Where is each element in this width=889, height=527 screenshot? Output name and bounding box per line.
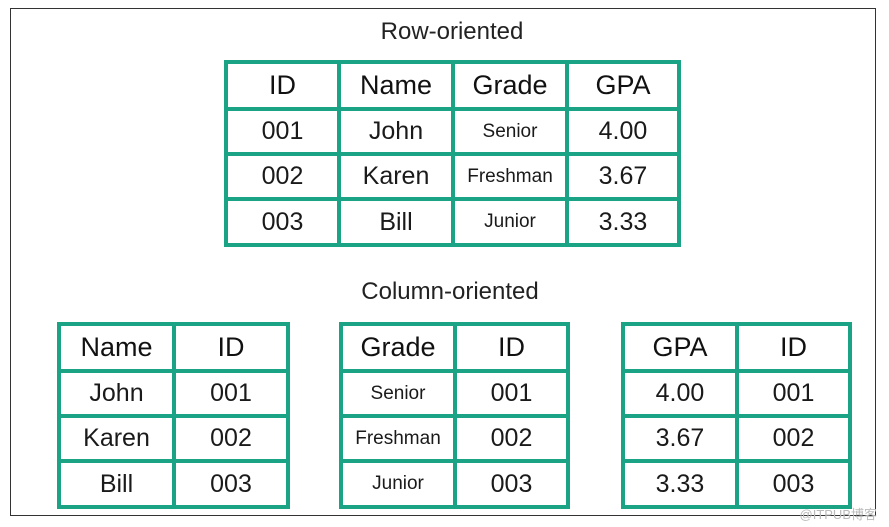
column-oriented-title: Column-oriented bbox=[361, 278, 539, 305]
table-cell: John bbox=[61, 373, 176, 418]
table-cell: 002 bbox=[176, 418, 286, 463]
table-cell: 3.33 bbox=[598, 207, 648, 236]
header-cell: GPA bbox=[569, 64, 677, 111]
table-cell: 4.00 bbox=[569, 111, 677, 156]
header-cell: Name bbox=[61, 326, 176, 373]
header-cell: ID bbox=[228, 64, 341, 111]
table-cell: Freshman bbox=[343, 418, 457, 463]
table-cell: 001 bbox=[176, 373, 286, 418]
table-cell: 003 bbox=[210, 469, 252, 498]
table-cell: 002 bbox=[457, 418, 566, 463]
table-cell: Bill bbox=[61, 463, 176, 505]
table-cell: Karen bbox=[341, 156, 455, 201]
header-cell: ID bbox=[457, 326, 566, 373]
table-cell: Junior bbox=[343, 463, 457, 505]
column-table-gpa: GPA ID 4.00 001 3.67 002 3.33 003 bbox=[621, 322, 852, 509]
table-cell: 001 bbox=[739, 373, 848, 418]
table-cell: Freshman bbox=[455, 156, 569, 201]
header-cell: Grade bbox=[343, 326, 457, 373]
table-cell: Junior bbox=[455, 201, 569, 243]
header-cell: ID bbox=[739, 326, 848, 373]
table-cell: John bbox=[341, 111, 455, 156]
table-cell: 3.33 bbox=[625, 463, 739, 505]
header-cell: GPA bbox=[625, 326, 739, 373]
column-table-grade: Grade ID Senior 001 Freshman 002 Junior … bbox=[339, 322, 570, 509]
table-cell: Bill bbox=[341, 201, 455, 243]
row-oriented-title: Row-oriented bbox=[380, 18, 524, 45]
table-cell: 003 bbox=[228, 201, 341, 243]
table-cell: 001 bbox=[228, 111, 341, 156]
table-cell: 003 bbox=[772, 469, 815, 498]
table-cell: Senior bbox=[455, 111, 569, 156]
header-cell: ID bbox=[176, 326, 286, 373]
table-cell: Karen bbox=[61, 418, 176, 463]
row-oriented-table: ID Name Grade GPA 001 John Senior 4.00 0… bbox=[224, 60, 681, 247]
watermark: @ITPUB博客 bbox=[799, 507, 877, 522]
header-cell: Name bbox=[341, 64, 455, 111]
table-cell: 3.67 bbox=[625, 418, 739, 463]
header-cell: Grade bbox=[455, 64, 569, 111]
table-cell: 002 bbox=[739, 418, 848, 463]
table-cell: 002 bbox=[228, 156, 341, 201]
table-cell: 3.67 bbox=[569, 156, 677, 201]
column-table-name: Name ID John 001 Karen 002 Bill 003 bbox=[57, 322, 290, 509]
table-cell: 001 bbox=[457, 373, 566, 418]
table-cell: 003 bbox=[490, 469, 533, 498]
table-cell: Senior bbox=[343, 373, 457, 418]
table-cell: 4.00 bbox=[625, 373, 739, 418]
